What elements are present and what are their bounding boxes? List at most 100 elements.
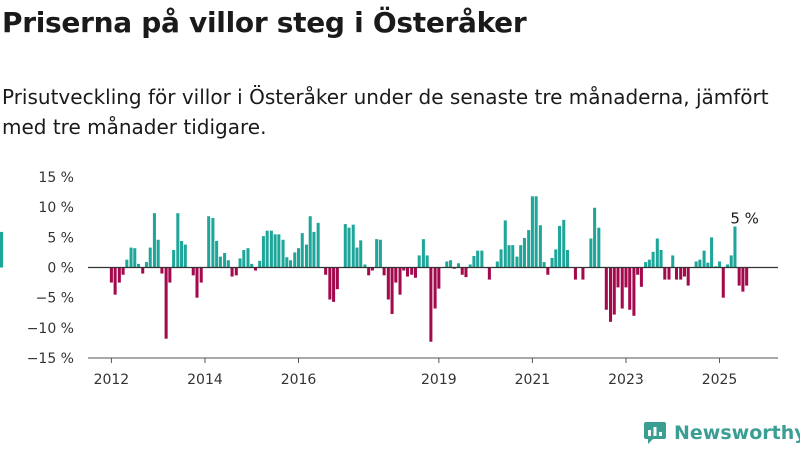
bar (296, 248, 301, 268)
bar (133, 248, 137, 268)
x-tick-label: 2012 (94, 372, 130, 388)
bar (308, 216, 312, 268)
bar (550, 257, 554, 268)
bar (413, 267, 417, 278)
bar (565, 250, 570, 268)
bar (667, 267, 671, 280)
bar (144, 262, 148, 268)
bar (125, 259, 129, 268)
bar (554, 249, 558, 268)
bar (445, 261, 449, 268)
bar (562, 219, 566, 268)
bar (215, 240, 219, 268)
bar (304, 244, 308, 268)
bar (402, 267, 406, 271)
bar (324, 267, 328, 275)
bar (527, 230, 531, 268)
bar (137, 263, 141, 268)
bar (207, 216, 211, 268)
bar (223, 253, 227, 268)
bar (472, 256, 476, 268)
bar (293, 252, 297, 268)
bar (737, 267, 741, 286)
bar (226, 260, 230, 268)
y-tick-label: −15 % (27, 351, 74, 367)
bar (117, 267, 121, 283)
bar (530, 196, 534, 268)
bar (363, 264, 367, 268)
bar (199, 267, 203, 283)
bar (328, 267, 332, 300)
bar (148, 247, 152, 268)
bar (639, 267, 643, 287)
bar (519, 245, 523, 268)
y-tick-label: 0 % (47, 261, 74, 277)
bar (609, 267, 613, 322)
bar (242, 250, 246, 268)
bar (558, 225, 562, 268)
bar-series (0, 196, 749, 342)
bar (718, 261, 722, 268)
bar (659, 250, 663, 268)
bar (261, 236, 265, 268)
bar (682, 267, 686, 277)
bar (218, 256, 222, 268)
bar (460, 267, 464, 275)
bar (281, 239, 285, 268)
bar (741, 267, 745, 292)
bar (168, 267, 172, 283)
bar (538, 225, 542, 268)
bar (370, 267, 374, 271)
bar (273, 234, 277, 268)
bar (542, 262, 546, 268)
y-axis: 15 % 10 % 5 % 0 % −5 % −10 % −15 % (27, 170, 74, 367)
bar (679, 267, 683, 280)
bar (647, 259, 651, 268)
bar (624, 267, 628, 288)
x-tick-label: 2021 (515, 372, 551, 388)
bar (347, 227, 351, 268)
bar (141, 267, 145, 274)
bar (476, 250, 480, 268)
bar (152, 213, 156, 268)
y-tick-label: −10 % (27, 321, 74, 337)
y-tick-label: 15 % (38, 170, 74, 186)
bar (113, 267, 117, 295)
bar (644, 262, 648, 268)
bar (499, 249, 503, 268)
bar (546, 267, 550, 275)
bar (534, 196, 538, 268)
bar (604, 267, 608, 310)
bar (616, 267, 620, 288)
bar (425, 255, 429, 268)
bar (589, 238, 593, 268)
bar (417, 255, 421, 268)
x-tick-label: 2014 (187, 372, 223, 388)
x-axis: 2012 2014 2016 2019 2021 2023 2025 (88, 357, 778, 388)
bar (195, 267, 199, 298)
bar (702, 250, 706, 268)
bar (378, 239, 382, 268)
bar (386, 267, 390, 300)
bar (253, 267, 257, 271)
bar (745, 267, 749, 286)
bar (421, 239, 425, 268)
y-tick-label: 10 % (38, 200, 74, 216)
bar (725, 264, 729, 268)
bar (573, 267, 577, 280)
y-tick-label: −5 % (36, 291, 74, 307)
bar (183, 244, 187, 268)
bar (449, 260, 453, 268)
bar (710, 237, 714, 268)
bar (503, 220, 507, 268)
bar (238, 258, 242, 268)
bar (698, 259, 702, 268)
bar (312, 231, 316, 268)
y-tick-label: 5 % (47, 230, 74, 246)
x-tick-label: 2016 (281, 372, 317, 388)
bar (109, 267, 113, 283)
bar (211, 218, 215, 268)
bar (258, 260, 262, 268)
bar (277, 234, 281, 268)
